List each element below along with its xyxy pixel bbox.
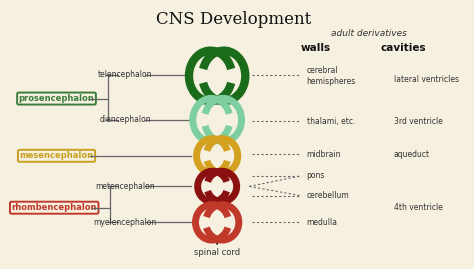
- Text: cerebral
hemispheres: cerebral hemispheres: [307, 66, 356, 86]
- Text: CNS Development: CNS Development: [155, 11, 311, 28]
- Text: rhombencephalon: rhombencephalon: [11, 203, 97, 212]
- Text: myelencephalon: myelencephalon: [94, 218, 157, 227]
- Text: diencephalon: diencephalon: [100, 115, 151, 124]
- Text: midbrain: midbrain: [307, 150, 341, 159]
- Text: 3rd ventricle: 3rd ventricle: [394, 117, 443, 126]
- Text: 4th ventricle: 4th ventricle: [394, 203, 443, 212]
- Text: pons: pons: [307, 171, 325, 180]
- Text: telencephalon: telencephalon: [98, 70, 153, 79]
- Text: thalami, etc.: thalami, etc.: [307, 117, 355, 126]
- Text: cavities: cavities: [380, 43, 426, 53]
- Text: cerebellum: cerebellum: [307, 191, 349, 200]
- Text: aqueduct: aqueduct: [394, 150, 430, 159]
- Text: mesencephalon: mesencephalon: [19, 151, 93, 160]
- Text: spinal cord: spinal cord: [194, 248, 240, 257]
- Text: medulla: medulla: [307, 218, 337, 227]
- Text: metencephalon: metencephalon: [96, 182, 155, 191]
- Text: adult derivatives: adult derivatives: [331, 29, 407, 38]
- Text: walls: walls: [301, 43, 331, 53]
- Text: lateral ventricles: lateral ventricles: [394, 75, 459, 84]
- Text: prosencephalon: prosencephalon: [18, 94, 94, 103]
